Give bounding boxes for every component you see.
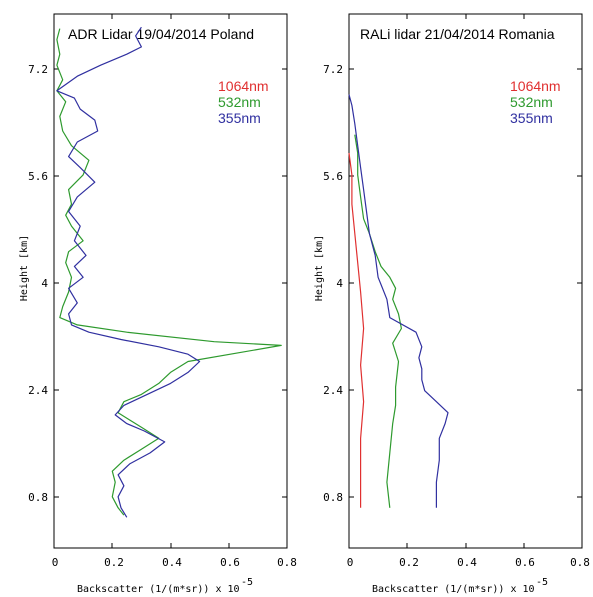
x-tick-label: 0.8	[570, 556, 590, 569]
x-axis-label: Backscatter (1/(m*sr)) x 10	[77, 584, 240, 595]
y-axis-label: Height [km]	[314, 235, 325, 301]
y-tick-label: 2.4	[28, 384, 48, 397]
x-tick-label: 0.4	[457, 556, 477, 569]
legend-entry-355nm: 355nm	[218, 110, 261, 126]
x-ticks: 0 0.2 0.4 0.6 0.8	[52, 14, 297, 569]
chart-title: ADR Lidar 19/04/2014 Poland	[68, 26, 254, 42]
y-tick-label: 5.6	[28, 170, 48, 183]
x-tick-label: 0.2	[399, 556, 419, 569]
x-axis-label: Backscatter (1/(m*sr)) x 10	[372, 584, 535, 595]
x-tick-label: 0.6	[220, 556, 240, 569]
y-tick-label: 0.8	[323, 491, 343, 504]
x-tick-label: 0.6	[515, 556, 535, 569]
series-group	[348, 94, 449, 508]
plot-frame	[348, 13, 583, 549]
series-line-355nm	[348, 94, 449, 508]
legend-entry-532nm: 532nm	[218, 94, 261, 110]
x-tick-label: 0.8	[277, 556, 297, 569]
x-tick-label: 0.2	[104, 556, 124, 569]
x-ticks: 0 0.2 0.4 0.6 0.8	[347, 14, 590, 569]
legend-entry-1064nm: 1064nm	[510, 78, 561, 94]
y-ticks: 0.8 2.4 4 5.6 7.2	[323, 63, 582, 504]
y-tick-label: 2.4	[323, 384, 343, 397]
plot-frame	[53, 13, 288, 549]
y-axis-label: Height [km]	[19, 235, 30, 301]
x-tick-label: 0	[52, 556, 59, 569]
x-tick-label: 0.4	[162, 556, 182, 569]
legend-entry-532nm: 532nm	[510, 94, 553, 110]
y-tick-label: 0.8	[28, 491, 48, 504]
legend-entry-355nm: 355nm	[510, 110, 553, 126]
x-tick-label: 0	[347, 556, 354, 569]
x-axis-exponent: -5	[241, 577, 253, 588]
y-tick-label: 4	[336, 277, 343, 290]
panel-poland: ADR Lidar 19/04/2014 Poland 1064nm 532nm…	[19, 13, 297, 595]
y-tick-label: 7.2	[323, 63, 343, 76]
y-tick-label: 4	[41, 277, 48, 290]
y-tick-label: 7.2	[28, 63, 48, 76]
legend: 1064nm 532nm 355nm	[218, 78, 269, 126]
panel-romania: RALi lidar 21/04/2014 Romania 1064nm 532…	[314, 13, 590, 595]
series-group	[56, 26, 282, 518]
chart-title: RALi lidar 21/04/2014 Romania	[360, 26, 555, 42]
legend: 1064nm 532nm 355nm	[510, 78, 561, 126]
y-tick-label: 5.6	[323, 170, 343, 183]
y-ticks: 0.8 2.4 4 5.6 7.2	[28, 63, 287, 504]
x-axis-exponent: -5	[536, 577, 548, 588]
series-line-1064nm	[348, 152, 365, 508]
series-line-532nm	[354, 134, 402, 508]
legend-entry-1064nm: 1064nm	[218, 78, 269, 94]
series-line-355nm	[56, 26, 201, 518]
